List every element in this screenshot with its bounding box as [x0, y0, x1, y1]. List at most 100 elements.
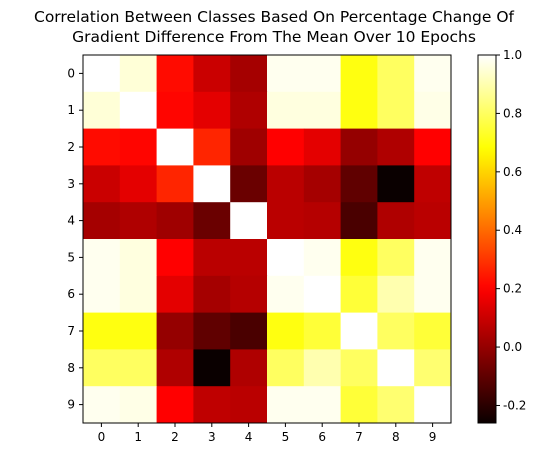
heatmap-cell-4-9	[414, 202, 452, 240]
heatmap-cell-1-8	[377, 91, 415, 130]
heatmap-cell-6-3	[193, 275, 231, 314]
heatmap-cell-8-2	[156, 349, 194, 387]
heatmap-cell-8-7	[340, 349, 378, 387]
colorbar-tick-label: 0.4	[503, 223, 522, 237]
heatmap-cell-4-3	[193, 202, 231, 240]
heatmap-cell-2-7	[340, 128, 378, 166]
heatmap-cell-5-4	[230, 239, 268, 277]
heatmap-cell-7-8	[377, 312, 415, 350]
heatmap-cell-0-7	[340, 55, 378, 93]
heatmap-cell-0-9	[414, 55, 452, 93]
heatmap-cell-8-6	[303, 349, 342, 387]
heatmap-cell-6-2	[156, 275, 194, 314]
colorbar-tick-label: 1.0	[503, 48, 522, 62]
heatmap-cell-5-8	[377, 239, 415, 277]
colorbar-tick-label: 0.2	[503, 282, 522, 296]
heatmap-cell-0-1	[119, 55, 158, 93]
heatmap-cell-2-0	[83, 128, 121, 166]
heatmap-cell-4-7	[340, 202, 378, 240]
colorbar: 1.0 0.8 0.6 0.4 0.2 0.0 -0.2	[477, 48, 526, 424]
heatmap-cell-7-2	[156, 312, 194, 350]
heatmap-cell-9-4	[230, 386, 268, 424]
heatmap-cell-7-7	[340, 312, 378, 350]
heatmap-cell-0-8	[377, 55, 415, 93]
heatmap-cell-1-2	[156, 91, 194, 130]
heatmap-cell-2-6	[303, 128, 342, 166]
x-tick-label: 0	[98, 430, 106, 444]
heatmap-cell-5-9	[414, 239, 452, 277]
heatmap-cell-6-7	[340, 275, 378, 314]
heatmap-cell-8-5	[267, 349, 305, 387]
y-tick-label: 5	[67, 250, 75, 264]
colorbar-tick-label: 0.0	[503, 340, 522, 354]
heatmap-cell-1-7	[340, 91, 378, 130]
heatmap-cell-5-1	[119, 239, 158, 277]
heatmap-cell-9-7	[340, 386, 378, 424]
heatmap-cell-3-3	[193, 165, 231, 203]
heatmap-cell-8-1	[119, 349, 158, 387]
heatmap-cell-1-3	[193, 91, 231, 130]
heatmap-cell-9-2	[156, 386, 194, 424]
heatmap-cell-2-4	[230, 128, 268, 166]
heatmap-cell-9-6	[303, 386, 342, 424]
x-tick-label: 6	[318, 430, 326, 444]
heatmap-cell-3-8	[377, 165, 415, 203]
heatmap-cell-1-9	[414, 91, 452, 130]
heatmap-cell-0-4	[230, 55, 268, 93]
heatmap-cell-4-8	[377, 202, 415, 240]
heatmap-cell-4-1	[119, 202, 158, 240]
y-tick-label: 0	[67, 66, 75, 80]
x-tick-label: 1	[134, 430, 142, 444]
heatmap-cell-3-0	[83, 165, 121, 203]
heatmap-cell-7-6	[303, 312, 342, 350]
x-tick-label: 8	[392, 430, 400, 444]
heatmap-cell-3-9	[414, 165, 452, 203]
heatmap-cell-9-5	[267, 386, 305, 424]
heatmap-cell-7-0	[83, 312, 121, 350]
heatmap-cell-1-4	[230, 91, 268, 130]
heatmap-cell-7-9	[414, 312, 452, 350]
heatmap-cell-0-2	[156, 55, 194, 93]
heatmap-cell-5-7	[340, 239, 378, 277]
y-tick-label: 7	[67, 324, 75, 338]
heatmap-cell-8-8	[377, 349, 415, 387]
y-tick-label: 8	[67, 361, 75, 375]
heatmap-cell-0-5	[267, 55, 305, 93]
heatmap-cell-9-8	[377, 386, 415, 424]
heatmap-cells	[83, 55, 452, 424]
heatmap-cell-4-4	[230, 202, 268, 240]
x-tick-label: 7	[355, 430, 363, 444]
heatmap-cell-7-4	[230, 312, 268, 350]
heatmap-cell-9-3	[193, 386, 231, 424]
heatmap-cell-4-0	[83, 202, 121, 240]
heatmap-cell-2-2	[156, 128, 194, 166]
y-tick-label: 9	[67, 398, 75, 412]
y-tick-label: 6	[67, 287, 75, 301]
heatmap-cell-7-1	[119, 312, 158, 350]
heatmap-cell-9-9	[414, 386, 452, 424]
x-tick-label: 9	[429, 430, 437, 444]
heatmap-cell-0-3	[193, 55, 231, 93]
heatmap-cell-8-3	[193, 349, 231, 387]
heatmap-cell-2-1	[119, 128, 158, 166]
heatmap-cell-6-5	[267, 275, 305, 314]
heatmap-cell-6-9	[414, 275, 452, 314]
heatmap-cell-1-0	[83, 91, 121, 130]
heatmap-cell-4-5	[267, 202, 305, 240]
heatmap-cell-6-0	[83, 275, 121, 314]
chart-title-line-1: Correlation Between Classes Based On Per…	[34, 8, 514, 26]
heatmap-cell-2-9	[414, 128, 452, 166]
heatmap-cell-0-0	[83, 55, 121, 93]
x-tick-label: 4	[245, 430, 253, 444]
heatmap-cell-8-0	[83, 349, 121, 387]
heatmap-cell-4-6	[303, 202, 342, 240]
heatmap-cell-2-5	[267, 128, 305, 166]
plot-frame	[82, 54, 452, 424]
heatmap-cell-3-6	[303, 165, 342, 203]
heatmap-cell-5-3	[193, 239, 231, 277]
heatmap-cell-3-4	[230, 165, 268, 203]
heatmap-cell-5-5	[267, 239, 305, 277]
heatmap-cell-9-1	[119, 386, 158, 424]
